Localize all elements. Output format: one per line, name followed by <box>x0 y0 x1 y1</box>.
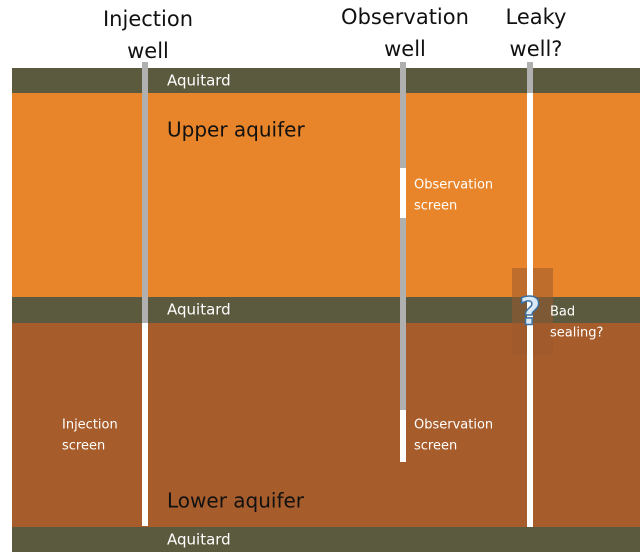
annotation: Observation <box>414 418 493 433</box>
upper-aquifer-band <box>12 93 640 297</box>
well-header: Leaky <box>506 5 567 29</box>
well-header: well <box>127 39 169 63</box>
annotation: Observation <box>414 178 493 193</box>
layer-label: Lower aquifer <box>167 489 305 513</box>
aquitard-band <box>12 527 640 552</box>
annotation: sealing? <box>550 326 603 341</box>
well-casing <box>527 62 533 93</box>
annotation: screen <box>62 439 105 454</box>
lower-aquifer-band <box>12 323 640 527</box>
well-screen <box>400 168 406 218</box>
annotation: screen <box>414 439 457 454</box>
annotation: Bad <box>550 305 575 320</box>
aquitard-band <box>12 68 640 93</box>
annotation: screen <box>414 199 457 214</box>
layer-label: Aquitard <box>167 301 231 319</box>
well-casing <box>527 93 533 527</box>
well-header: well <box>384 37 426 61</box>
well-header: Injection <box>103 7 193 31</box>
question-mark: ? <box>519 290 541 334</box>
well-header: well? <box>510 37 563 61</box>
well-casing <box>142 62 148 323</box>
layer-label: Aquitard <box>167 531 231 549</box>
layer-label: Upper aquifer <box>167 118 305 142</box>
well-header: Observation <box>341 5 469 29</box>
well-screen <box>400 410 406 462</box>
annotation: Injection <box>62 418 118 433</box>
well-casing <box>400 62 406 462</box>
well-screen <box>142 323 148 526</box>
layer-label: Aquitard <box>167 72 231 90</box>
